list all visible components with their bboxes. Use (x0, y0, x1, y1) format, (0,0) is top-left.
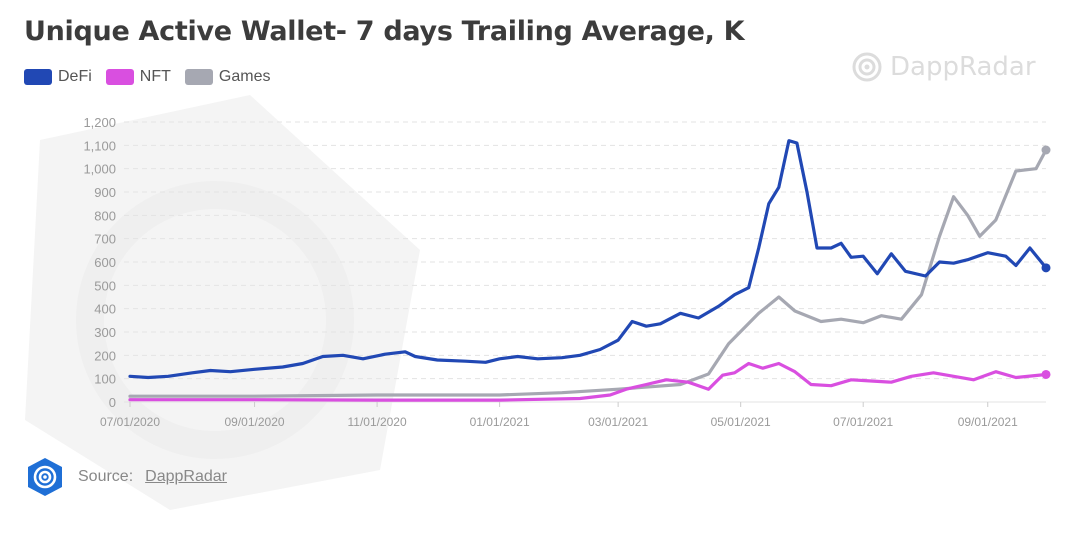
legend-item-games[interactable]: Games (184, 68, 271, 86)
y-tick-label: 900 (94, 185, 116, 200)
y-tick-label: 1,100 (83, 138, 116, 153)
legend-item-nft[interactable]: NFT (105, 68, 171, 86)
dappradar-icon (852, 52, 882, 82)
legend-swatch-defi (24, 69, 52, 85)
legend-label-defi: DeFi (58, 68, 92, 85)
y-tick-label: 800 (94, 208, 116, 223)
watermark-ring (76, 181, 354, 459)
y-tick-label: 600 (94, 255, 116, 270)
x-tick-label: 09/01/2021 (958, 415, 1018, 429)
y-tick-label: 200 (94, 348, 116, 363)
dappradar-badge-icon (28, 458, 62, 496)
y-tick-label: 300 (94, 325, 116, 340)
y-tick-label: 700 (94, 232, 116, 247)
series-line-nft (128, 361, 1048, 402)
y-tick-label: 1,000 (83, 162, 116, 177)
y-tick-label: 1,200 (83, 115, 116, 130)
source-note: Source: DappRadar (24, 456, 227, 498)
x-tick-label: 05/01/2021 (711, 415, 771, 429)
x-tick-label: 09/01/2020 (225, 415, 285, 429)
series-line-games (128, 148, 1048, 398)
watermark-logo: DappRadar (852, 52, 1036, 82)
x-tick-label: 11/01/2020 (347, 415, 406, 429)
series-line-defi (128, 139, 1048, 380)
y-tick-label: 500 (94, 278, 116, 293)
source-label: Source: (78, 468, 134, 485)
y-axis: 0 100 200 300 400 500 600 700 800 900 1,000 1,100 1,… (83, 115, 116, 410)
background-watermark-icon (25, 95, 420, 510)
legend-swatch-games (184, 69, 213, 85)
y-tick-label: 100 (94, 372, 116, 387)
series-end-point-games (1041, 145, 1051, 155)
chart-title: Unique Active Wallet- 7 days Trailing Av… (24, 16, 745, 47)
legend-item-defi[interactable]: DeFi (24, 68, 92, 86)
x-tick-label: 07/01/2021 (833, 415, 893, 429)
legend: DeFi NFT Games (24, 68, 270, 86)
series-end-point-nft (1041, 369, 1051, 379)
plot-area (128, 139, 1051, 402)
source-link[interactable]: DappRadar (145, 468, 227, 485)
watermark-text: DappRadar (890, 52, 1036, 82)
y-tick-label: 0 (109, 395, 116, 410)
series-end-point-defi (1041, 263, 1051, 273)
x-axis: 07/01/2020 09/01/2020 11/01/2020 01/01/2021… (100, 402, 1018, 429)
x-tick-label: 01/01/2021 (470, 415, 530, 429)
legend-label-nft: NFT (139, 68, 171, 85)
x-tick-label: 07/01/2020 (100, 415, 160, 429)
legend-label-games: Games (218, 68, 271, 85)
y-tick-label: 400 (94, 302, 116, 317)
x-tick-label: 03/01/2021 (588, 415, 648, 429)
legend-swatch-nft (105, 69, 134, 85)
grid (124, 121, 1046, 403)
